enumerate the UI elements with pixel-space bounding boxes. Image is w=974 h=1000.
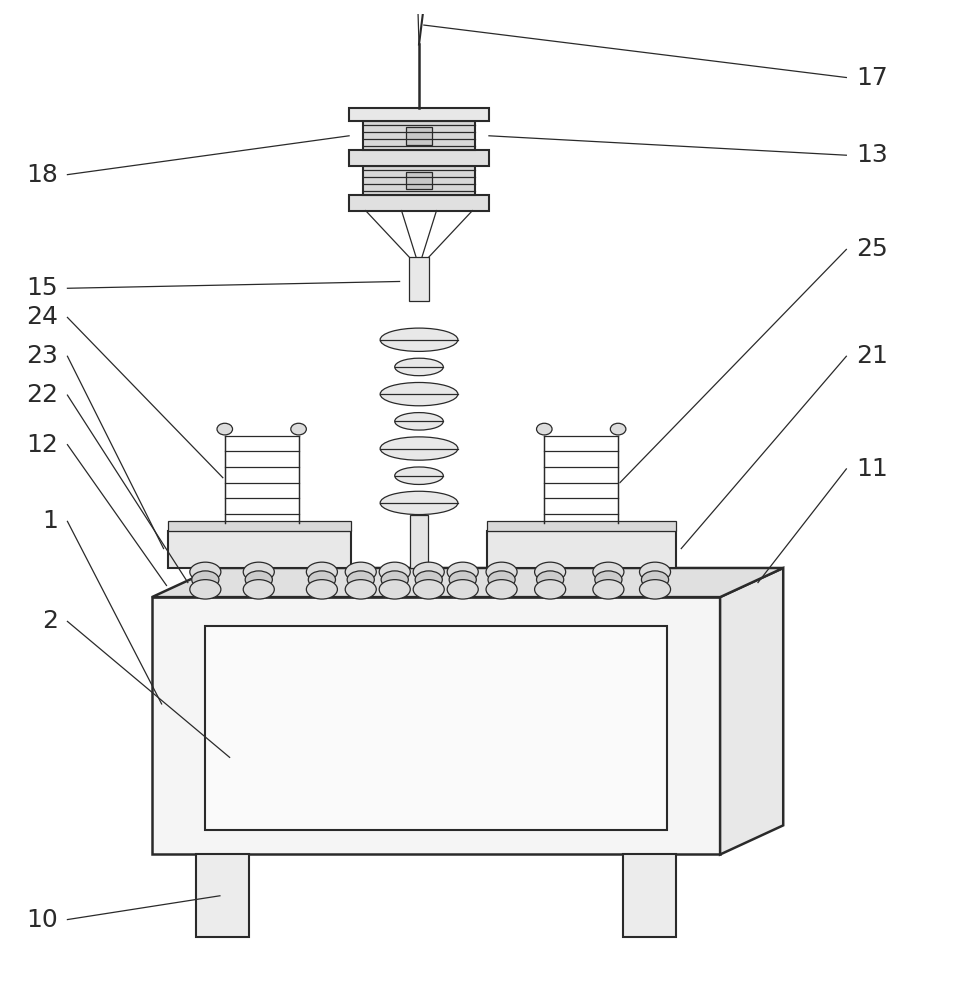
Bar <box>409 257 429 301</box>
Polygon shape <box>720 568 783 854</box>
Ellipse shape <box>449 571 476 588</box>
Bar <box>410 515 428 568</box>
Ellipse shape <box>217 423 233 435</box>
Ellipse shape <box>244 562 275 582</box>
Bar <box>349 150 489 166</box>
Bar <box>487 521 676 531</box>
Text: 12: 12 <box>26 433 57 457</box>
Ellipse shape <box>537 571 564 588</box>
Text: 22: 22 <box>25 383 57 407</box>
Polygon shape <box>152 568 783 597</box>
Ellipse shape <box>345 562 376 582</box>
Text: 11: 11 <box>856 457 888 481</box>
Text: 18: 18 <box>26 163 57 187</box>
Ellipse shape <box>611 423 626 435</box>
Bar <box>169 531 351 568</box>
Ellipse shape <box>488 571 515 588</box>
Ellipse shape <box>380 437 458 460</box>
Bar <box>487 531 676 568</box>
Text: 13: 13 <box>856 143 888 167</box>
Ellipse shape <box>307 562 337 582</box>
Text: 24: 24 <box>25 305 57 329</box>
Ellipse shape <box>345 580 376 599</box>
Ellipse shape <box>394 467 443 484</box>
Bar <box>206 626 666 830</box>
Ellipse shape <box>380 328 458 351</box>
Text: 21: 21 <box>856 344 888 368</box>
Ellipse shape <box>347 571 374 588</box>
Ellipse shape <box>190 562 221 582</box>
Ellipse shape <box>190 580 221 599</box>
Ellipse shape <box>413 580 444 599</box>
Ellipse shape <box>381 571 408 588</box>
Text: 15: 15 <box>26 276 57 300</box>
Ellipse shape <box>415 571 442 588</box>
Ellipse shape <box>394 358 443 376</box>
Ellipse shape <box>595 571 622 588</box>
Ellipse shape <box>447 580 478 599</box>
Ellipse shape <box>380 382 458 406</box>
Ellipse shape <box>537 423 552 435</box>
Bar <box>349 108 489 121</box>
Ellipse shape <box>640 562 670 582</box>
Ellipse shape <box>245 571 273 588</box>
Ellipse shape <box>642 571 668 588</box>
Text: 2: 2 <box>42 609 57 633</box>
Text: 23: 23 <box>26 344 57 368</box>
Text: 17: 17 <box>856 66 888 90</box>
Ellipse shape <box>535 562 566 582</box>
Bar <box>349 195 489 211</box>
Ellipse shape <box>413 562 444 582</box>
Ellipse shape <box>535 580 566 599</box>
Ellipse shape <box>486 580 517 599</box>
Bar <box>362 166 475 195</box>
Ellipse shape <box>593 580 624 599</box>
Ellipse shape <box>307 580 337 599</box>
Text: 10: 10 <box>26 908 57 932</box>
Ellipse shape <box>593 562 624 582</box>
Ellipse shape <box>192 571 219 588</box>
Ellipse shape <box>640 580 670 599</box>
Text: 25: 25 <box>856 237 888 261</box>
Ellipse shape <box>379 580 410 599</box>
Ellipse shape <box>379 562 410 582</box>
Ellipse shape <box>244 580 275 599</box>
Ellipse shape <box>486 562 517 582</box>
Ellipse shape <box>309 571 335 588</box>
Ellipse shape <box>394 413 443 430</box>
Bar <box>362 121 475 150</box>
Bar <box>152 597 720 854</box>
Bar <box>406 127 431 145</box>
Text: 1: 1 <box>42 509 57 533</box>
Bar <box>406 172 431 189</box>
Ellipse shape <box>447 562 478 582</box>
Ellipse shape <box>380 491 458 515</box>
Bar <box>623 854 676 937</box>
Ellipse shape <box>291 423 307 435</box>
Bar <box>196 854 249 937</box>
Bar <box>169 521 351 531</box>
